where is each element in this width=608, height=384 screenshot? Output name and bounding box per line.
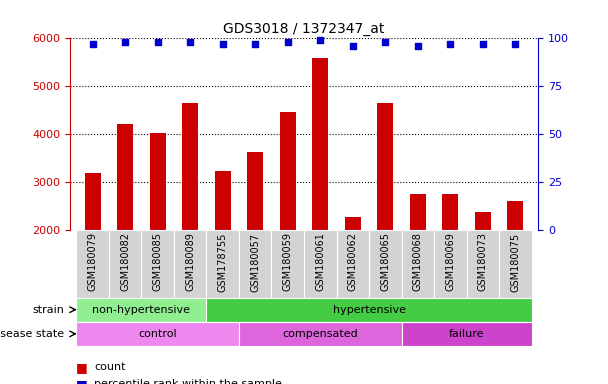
Bar <box>377 103 393 326</box>
Point <box>348 43 358 49</box>
Bar <box>215 171 231 326</box>
Bar <box>239 322 401 346</box>
Text: control: control <box>139 329 177 339</box>
Point <box>283 39 292 45</box>
Bar <box>85 173 101 326</box>
Bar <box>401 322 531 346</box>
Text: hypertensive: hypertensive <box>333 305 406 315</box>
Bar <box>272 230 304 298</box>
Bar <box>142 230 174 298</box>
Text: GSM180061: GSM180061 <box>316 232 325 291</box>
Bar <box>336 230 369 298</box>
Text: percentile rank within the sample: percentile rank within the sample <box>94 379 282 384</box>
Text: GSM180085: GSM180085 <box>153 232 163 291</box>
Bar <box>174 230 207 298</box>
Bar <box>304 230 336 298</box>
Text: strain: strain <box>32 305 64 315</box>
Text: GSM180089: GSM180089 <box>185 232 195 291</box>
Bar <box>207 298 531 322</box>
Bar <box>410 194 426 326</box>
Bar <box>312 58 328 326</box>
Text: count: count <box>94 362 126 372</box>
Bar <box>77 298 207 322</box>
Point <box>185 39 195 45</box>
Bar <box>77 322 239 346</box>
Point <box>446 41 455 47</box>
Point <box>88 41 97 47</box>
Text: compensated: compensated <box>282 329 358 339</box>
Bar <box>369 230 401 298</box>
Bar <box>207 230 239 298</box>
Text: non-hypertensive: non-hypertensive <box>92 305 190 315</box>
Bar <box>239 230 272 298</box>
Point <box>316 37 325 43</box>
Bar <box>150 133 166 326</box>
Title: GDS3018 / 1372347_at: GDS3018 / 1372347_at <box>223 22 385 36</box>
Text: GSM180059: GSM180059 <box>283 232 292 291</box>
Bar <box>280 112 296 326</box>
Point <box>218 41 227 47</box>
Bar <box>182 103 198 326</box>
Bar <box>109 230 142 298</box>
Text: disease state: disease state <box>0 329 64 339</box>
Bar <box>77 230 109 298</box>
Bar <box>117 124 133 326</box>
Text: GSM180057: GSM180057 <box>250 232 260 291</box>
Point <box>153 39 162 45</box>
Text: ■: ■ <box>76 378 88 384</box>
Point <box>478 41 488 47</box>
Text: GSM180082: GSM180082 <box>120 232 130 291</box>
Bar <box>499 230 531 298</box>
Bar <box>507 201 523 326</box>
Text: GSM180075: GSM180075 <box>510 232 520 291</box>
Text: ■: ■ <box>76 361 88 374</box>
Bar <box>466 230 499 298</box>
Point <box>511 41 520 47</box>
Text: GSM180068: GSM180068 <box>413 232 423 291</box>
Text: GSM180073: GSM180073 <box>478 232 488 291</box>
Bar <box>434 230 466 298</box>
Text: GSM180065: GSM180065 <box>380 232 390 291</box>
Point <box>120 39 130 45</box>
Text: GSM180069: GSM180069 <box>445 232 455 291</box>
Point <box>413 43 423 49</box>
Text: failure: failure <box>449 329 485 339</box>
Point <box>250 41 260 47</box>
Text: GSM180062: GSM180062 <box>348 232 358 291</box>
Bar <box>247 152 263 326</box>
Bar <box>475 212 491 326</box>
Bar <box>442 194 458 326</box>
Point <box>381 39 390 45</box>
Text: GSM180079: GSM180079 <box>88 232 98 291</box>
Bar <box>345 217 361 326</box>
Text: GSM178755: GSM178755 <box>218 232 228 292</box>
Bar <box>401 230 434 298</box>
